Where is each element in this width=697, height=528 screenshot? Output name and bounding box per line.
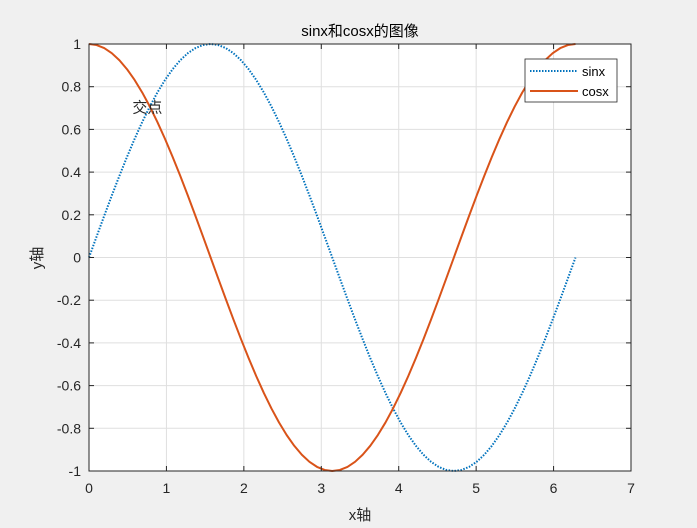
y-tick-labels: 1 0.8 0.6 0.4 0.2 0 -0.2 -0.4 -0.6 -0.8 -1 [57, 36, 81, 479]
x-tick-label: 6 [550, 480, 558, 496]
y-tick-label: -0.4 [57, 335, 81, 351]
x-tick-label: 2 [240, 480, 248, 496]
x-tick-label: 0 [85, 480, 93, 496]
y-tick-label: 1 [73, 36, 81, 52]
x-tick-labels: 0 1 2 3 4 5 6 7 [85, 480, 635, 496]
x-tick-label: 4 [395, 480, 403, 496]
legend-box [524, 58, 618, 103]
y-tick-label: -1 [69, 463, 82, 479]
x-tick-label: 5 [472, 480, 480, 496]
y-tick-label: 0.6 [62, 121, 82, 137]
y-tick-label: -0.8 [57, 420, 81, 436]
y-tick-label: 0 [73, 250, 81, 266]
x-tick-label: 1 [163, 480, 171, 496]
annotation-intersection: 交点 [132, 99, 162, 117]
tick-marks [88, 43, 632, 472]
y-tick-label: -0.6 [57, 378, 81, 394]
x-axis-label: x轴 [349, 507, 372, 524]
y-tick-label: -0.2 [57, 292, 81, 308]
legend-label-cosx: cosx [582, 84, 609, 99]
y-tick-label: 0.8 [62, 79, 82, 95]
y-tick-label: 0.2 [62, 207, 82, 223]
y-axis-label: y轴 [29, 247, 46, 270]
y-tick-label: 0.4 [62, 164, 82, 180]
series-line-sinx [88, 43, 577, 472]
x-tick-label: 7 [627, 480, 635, 496]
legend-label-sinx: sinx [582, 64, 606, 79]
legend: sinx cosx [524, 58, 618, 103]
x-tick-label: 3 [317, 480, 325, 496]
chart-title: sinx和cosx的图像 [301, 23, 419, 40]
